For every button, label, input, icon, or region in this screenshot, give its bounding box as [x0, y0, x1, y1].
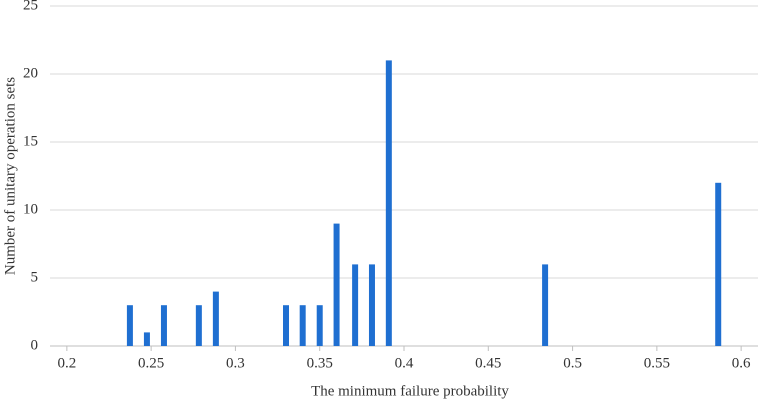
bar — [385, 60, 392, 347]
bar — [283, 305, 289, 346]
y-tick-label: 10 — [23, 201, 38, 217]
x-tick-label: 0.2 — [57, 355, 76, 371]
x-tick-label: 0.4 — [395, 355, 414, 371]
x-tick-label: 0.3 — [226, 355, 245, 371]
bar — [299, 305, 306, 346]
y-tick-label: 20 — [23, 65, 38, 81]
bar — [352, 264, 359, 346]
y-tick-label: 15 — [23, 133, 38, 149]
bar — [333, 223, 340, 346]
x-tick-label: 0.5 — [563, 355, 582, 371]
y-tick-label: 25 — [23, 0, 38, 13]
x-tick-label: 0.25 — [138, 355, 164, 371]
x-tick-label: 0.55 — [644, 355, 670, 371]
bar — [195, 305, 202, 346]
bar — [212, 291, 219, 346]
x-tick-label: 0.6 — [732, 355, 751, 371]
bar — [126, 305, 133, 346]
bar — [542, 264, 549, 346]
bar — [316, 305, 323, 346]
y-axis-title: Number of unitary operation sets — [2, 77, 18, 275]
bar — [368, 264, 375, 346]
bar — [715, 182, 722, 346]
x-tick-label: 0.35 — [307, 355, 333, 371]
bar — [160, 305, 167, 346]
y-tick-label: 5 — [31, 269, 39, 285]
x-axis-title: The minimum failure probability — [311, 383, 509, 399]
x-tick-label: 0.45 — [475, 355, 501, 371]
bar — [143, 332, 150, 346]
y-tick-label: 0 — [31, 337, 39, 353]
